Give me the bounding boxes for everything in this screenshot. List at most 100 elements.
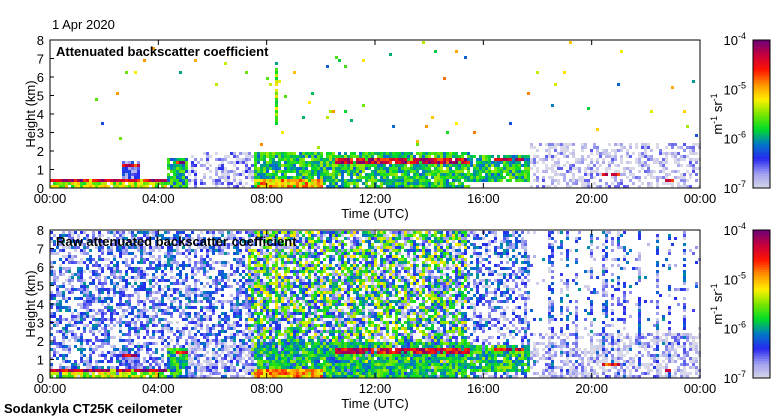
heatmap-cell: [278, 351, 281, 354]
heatmap-cell: [224, 252, 227, 255]
heatmap-cell: [311, 164, 314, 167]
heatmap-cell: [599, 164, 602, 167]
heatmap-cell: [644, 176, 647, 179]
heatmap-cell: [269, 179, 272, 182]
heatmap-cell: [194, 297, 197, 300]
heatmap-cell: [257, 285, 260, 288]
heatmap-cell: [206, 264, 209, 267]
heatmap-cell: [206, 336, 209, 339]
heatmap-cell: [323, 164, 326, 167]
heatmap-cell: [146, 348, 149, 351]
heatmap-cell: [251, 297, 254, 300]
heatmap-cell: [269, 336, 272, 339]
heatmap-cell: [215, 237, 218, 240]
heatmap-cell: [182, 366, 185, 369]
heatmap-cell: [212, 261, 215, 264]
heatmap-cell: [122, 234, 125, 237]
heatmap-cell: [416, 161, 419, 164]
heatmap-cell: [422, 158, 425, 161]
heatmap-cell: [185, 303, 188, 306]
heatmap-cell: [227, 366, 230, 369]
heatmap-cell: [194, 261, 197, 264]
heatmap-cell: [179, 164, 182, 167]
heatmap-cell: [209, 267, 212, 270]
heatmap-cell: [431, 185, 434, 188]
heatmap-cell: [134, 324, 137, 327]
heatmap-cell: [83, 360, 86, 363]
colorbar-cell: [753, 89, 770, 93]
heatmap-cell: [128, 264, 131, 267]
heatmap-cell: [269, 348, 272, 351]
heatmap-cell: [326, 369, 329, 372]
heatmap-cell: [266, 369, 269, 372]
heatmap-cell: [536, 161, 539, 164]
heatmap-cell: [302, 363, 305, 366]
heatmap-cell: [107, 342, 110, 345]
heatmap-cell: [305, 333, 308, 336]
heatmap-cell: [320, 185, 323, 188]
heatmap-cell: [281, 306, 284, 309]
heatmap-cell: [272, 164, 275, 167]
heatmap-cell: [143, 366, 146, 369]
heatmap-cell: [644, 146, 647, 149]
heatmap-cell: [143, 309, 146, 312]
heatmap-cell: [443, 161, 446, 164]
heatmap-cell: [104, 339, 107, 342]
heatmap-cell: [89, 303, 92, 306]
heatmap-cell: [320, 282, 323, 285]
heatmap-cell: [323, 179, 326, 182]
heatmap-cell: [419, 155, 422, 158]
heatmap-cell: [410, 170, 413, 173]
heatmap-cell: [62, 357, 65, 360]
heatmap-cell: [206, 249, 209, 252]
heatmap-cell: [308, 270, 311, 273]
heatmap-cell: [239, 252, 242, 255]
heatmap-cell: [242, 333, 245, 336]
heatmap-cell: [86, 267, 89, 270]
heatmap-cell: [167, 366, 170, 369]
heatmap-cell: [251, 170, 254, 173]
heatmap-cell: [443, 170, 446, 173]
heatmap-cell: [350, 164, 353, 167]
heatmap-cell: [287, 234, 290, 237]
heatmap-cell: [506, 173, 509, 176]
heatmap-cell: [383, 152, 386, 155]
heatmap-cell: [350, 158, 353, 161]
heatmap-cell: [614, 158, 617, 161]
heatmap-cell: [59, 309, 62, 312]
heatmap-cell: [311, 92, 314, 95]
heatmap-cell: [143, 276, 146, 279]
heatmap-cell: [62, 294, 65, 297]
heatmap-cell: [110, 243, 113, 246]
heatmap-cell: [59, 270, 62, 273]
heatmap-cell: [374, 167, 377, 170]
heatmap-cell: [101, 288, 104, 291]
heatmap-cell: [68, 345, 71, 348]
heatmap-cell: [50, 375, 53, 378]
heatmap-cell: [197, 321, 200, 324]
heatmap-cell: [128, 330, 131, 333]
heatmap-cell: [236, 237, 239, 240]
heatmap-cell: [185, 354, 188, 357]
heatmap-cell: [131, 357, 134, 360]
heatmap-cell: [206, 270, 209, 273]
heatmap-cell: [266, 309, 269, 312]
heatmap-cell: [113, 255, 116, 258]
heatmap-cell: [458, 179, 461, 182]
heatmap-cell: [161, 348, 164, 351]
heatmap-cell: [221, 240, 224, 243]
heatmap-cell: [239, 342, 242, 345]
heatmap-cell: [611, 149, 614, 152]
heatmap-cell: [125, 252, 128, 255]
heatmap-cell: [455, 152, 458, 155]
heatmap-cell: [488, 161, 491, 164]
heatmap-cell: [230, 324, 233, 327]
heatmap-cell: [344, 167, 347, 170]
heatmap-cell: [650, 158, 653, 161]
heatmap-cell: [122, 246, 125, 249]
heatmap-cell: [239, 173, 242, 176]
heatmap-cell: [458, 161, 461, 164]
heatmap-cell: [617, 170, 620, 173]
heatmap-cell: [134, 255, 137, 258]
heatmap-cell: [128, 369, 131, 372]
